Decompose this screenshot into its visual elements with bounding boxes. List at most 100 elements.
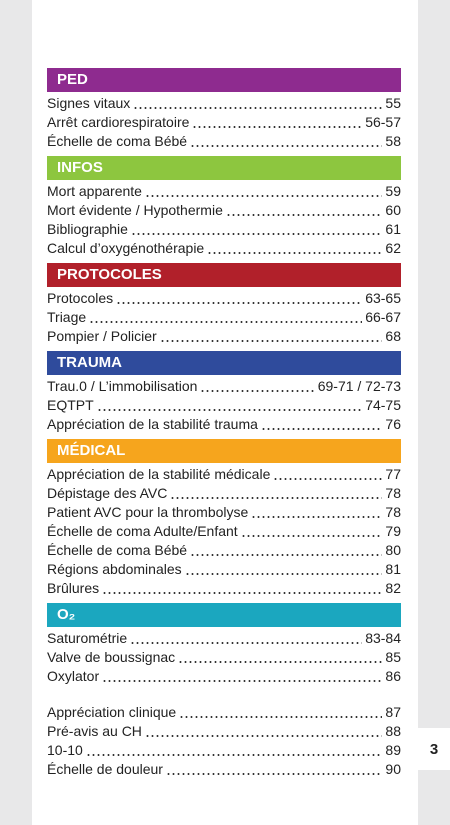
dot-leader xyxy=(225,212,383,217)
section-header: MÉDICAL xyxy=(47,439,401,463)
entry-list: Appréciation de la stabilité médicale 77 D… xyxy=(47,465,401,598)
dot-leader xyxy=(133,105,383,110)
dot-leader xyxy=(130,640,363,645)
dot-leader xyxy=(251,514,383,519)
entry-label: EQTPT xyxy=(47,397,94,413)
dot-leader xyxy=(179,714,383,719)
entry-label: Signes vitaux xyxy=(47,95,131,111)
entry-label: Appréciation de la stabilité trauma xyxy=(47,416,258,432)
section: TRAUMA Trau.0 / L’immobilisation 69-71 / 7… xyxy=(47,351,401,434)
toc-entry: Mort apparente 59 xyxy=(47,182,401,201)
entry-page: 88 xyxy=(385,723,401,739)
entry-page: 79 xyxy=(385,523,401,539)
toc-entry: Régions abdominales 81 xyxy=(47,560,401,579)
entry-label: Échelle de coma Adulte/Enfant xyxy=(47,523,238,539)
dot-leader xyxy=(89,319,363,324)
entry-list: Mort apparente 59 Mort évidente / Hypother… xyxy=(47,182,401,258)
toc-entry: Échelle de douleur 90 xyxy=(47,760,401,779)
section-header: INFOS xyxy=(47,156,401,180)
entry-page: 74-75 xyxy=(365,397,401,413)
toc-entry: Oxylator 86 xyxy=(47,667,401,686)
toc-entry: Bibliographie 61 xyxy=(47,220,401,239)
section-header: O₂ xyxy=(47,603,401,627)
dot-leader xyxy=(273,476,383,481)
toc-entry: Triage 66-67 xyxy=(47,308,401,327)
entry-label: Échelle de douleur xyxy=(47,761,163,777)
toc-entry: 10-10 89 xyxy=(47,741,401,760)
entry-label: Brûlures xyxy=(47,580,100,596)
entry-page: 55 xyxy=(385,95,401,111)
entry-page: 63-65 xyxy=(365,290,401,306)
entry-list: Trau.0 / L’immobilisation 69-71 / 72-73 EQ… xyxy=(47,377,401,434)
entry-label: Échelle de coma Bébé xyxy=(47,542,188,558)
entry-page: 62 xyxy=(385,240,401,256)
dot-leader xyxy=(192,124,363,129)
dot-leader xyxy=(116,300,363,305)
section-header: TRAUMA xyxy=(47,351,401,375)
entry-page: 78 xyxy=(385,485,401,501)
entry-label: 10-10 xyxy=(47,742,83,758)
section-header: PED xyxy=(47,68,401,92)
entry-page: 89 xyxy=(385,742,401,758)
dot-leader xyxy=(144,193,383,198)
entry-label: Appréciation clinique xyxy=(47,704,177,720)
entry-page: 68 xyxy=(385,328,401,344)
entry-page: 78 xyxy=(385,504,401,520)
entry-label: Mort évidente / Hypothermie xyxy=(47,202,223,218)
entry-page: 56-57 xyxy=(365,114,401,130)
toc-entry: Pré-avis au CH 88 xyxy=(47,722,401,741)
toc-entry: Échelle de coma Bébé 80 xyxy=(47,541,401,560)
toc-entry: Pompier / Policier 68 xyxy=(47,327,401,346)
toc-entry: Arrêt cardiorespiratoire 56-57 xyxy=(47,113,401,132)
entry-label: Calcul d’oxygénothérapie xyxy=(47,240,205,256)
document-page: PED Signes vitaux 55 Arrêt cardiorespiratoi… xyxy=(32,0,418,825)
dot-leader xyxy=(96,407,363,412)
entry-label: Valve de boussignac xyxy=(47,649,176,665)
entry-label: Mort apparente xyxy=(47,183,142,199)
entry-list: Saturométrie 83-84 Valve de boussignac 85 Ox… xyxy=(47,629,401,686)
entry-label: Saturométrie xyxy=(47,630,128,646)
section-header: PROTOCOLES xyxy=(47,263,401,287)
toc-entry: Échelle de coma Bébé 58 xyxy=(47,132,401,151)
entry-label: Protocoles xyxy=(47,290,114,306)
entry-list: Protocoles 63-65 Triage 66-67 Pompier / Poli… xyxy=(47,289,401,346)
toc-entry: Saturométrie 83-84 xyxy=(47,629,401,648)
section: PED Signes vitaux 55 Arrêt cardiorespiratoi… xyxy=(47,68,401,151)
dot-leader xyxy=(102,678,383,683)
toc-entry: Calcul d’oxygénothérapie 62 xyxy=(47,239,401,258)
entry-page: 66-67 xyxy=(365,309,401,325)
section: Appréciation clinique 87 Pré-avis au CH 88 1… xyxy=(47,703,401,779)
dot-leader xyxy=(200,388,315,393)
dot-leader xyxy=(159,338,383,343)
entry-label: Dépistage des AVC xyxy=(47,485,168,501)
entry-page: 69-71 / 72-73 xyxy=(317,378,401,394)
entry-label: Triage xyxy=(47,309,87,325)
entry-list: Signes vitaux 55 Arrêt cardiorespiratoire 5… xyxy=(47,94,401,151)
entry-list: Appréciation clinique 87 Pré-avis au CH 88 1… xyxy=(47,703,401,779)
section: O₂ Saturométrie 83-84 Valve de boussignac 85… xyxy=(47,603,401,686)
entry-page: 82 xyxy=(385,580,401,596)
entry-label: Bibliographie xyxy=(47,221,128,237)
dot-leader xyxy=(240,533,383,538)
toc-entry: Dépistage des AVC 78 xyxy=(47,484,401,503)
entry-label: Pompier / Policier xyxy=(47,328,157,344)
dot-leader xyxy=(190,552,383,557)
dot-leader xyxy=(102,590,383,595)
entry-label: Pré-avis au CH xyxy=(47,723,142,739)
toc-entry: Brûlures 82 xyxy=(47,579,401,598)
toc-entry: Signes vitaux 55 xyxy=(47,94,401,113)
toc-entry: Valve de boussignac 85 xyxy=(47,648,401,667)
entry-label: Arrêt cardiorespiratoire xyxy=(47,114,190,130)
entry-page: 87 xyxy=(385,704,401,720)
entry-page: 90 xyxy=(385,761,401,777)
dot-leader xyxy=(144,733,383,738)
entry-page: 80 xyxy=(385,542,401,558)
section: MÉDICAL Appréciation de la stabilité médi… xyxy=(47,439,401,598)
entry-page: 60 xyxy=(385,202,401,218)
entry-label: Appréciation de la stabilité médicale xyxy=(47,466,271,482)
toc-entry: Mort évidente / Hypothermie 60 xyxy=(47,201,401,220)
entry-label: Patient AVC pour la thrombolyse xyxy=(47,504,249,520)
toc-entry: Appréciation de la stabilité trauma 76 xyxy=(47,415,401,434)
table-of-contents: PED Signes vitaux 55 Arrêt cardiorespiratoi… xyxy=(47,68,401,779)
